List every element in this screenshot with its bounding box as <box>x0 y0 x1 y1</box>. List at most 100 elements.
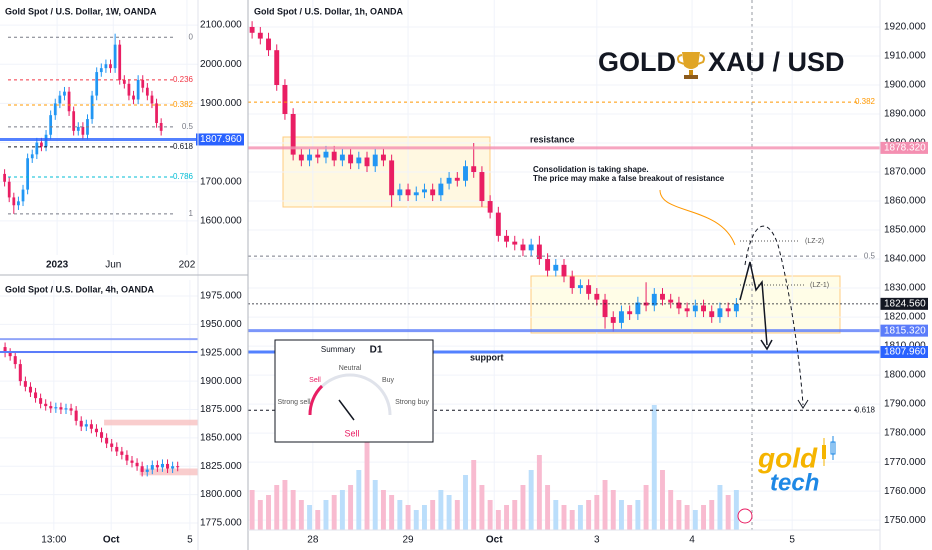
volume-bar <box>569 510 575 530</box>
x-tick-label: Jun <box>105 260 121 271</box>
candle-body <box>627 311 633 315</box>
volume-bar <box>577 505 583 530</box>
x-tick-label: 5 <box>187 535 193 546</box>
candle-body <box>684 308 690 312</box>
candle-body <box>471 166 477 173</box>
candle-body <box>249 26 255 33</box>
trophy-icon <box>677 52 705 79</box>
volume-bar <box>397 500 403 530</box>
candle-body <box>446 177 452 184</box>
fib-label: 0.618 <box>855 405 876 414</box>
candle-body <box>405 189 411 196</box>
candle-body <box>331 151 337 161</box>
candle-body <box>136 79 140 100</box>
fib-label: 0.5 <box>182 122 194 131</box>
drawings-front: resistance support Consolidation is taki… <box>0 0 881 550</box>
candle-body <box>105 437 109 444</box>
headline: XAU / USD <box>708 47 845 77</box>
summary-title: Summary <box>321 345 355 354</box>
candle-body <box>668 299 674 303</box>
candle-body <box>74 410 78 421</box>
volume-bar <box>684 505 690 530</box>
gauge-result: Sell <box>344 428 359 438</box>
candle-body <box>651 293 657 306</box>
projection-path <box>744 225 804 406</box>
logo: gold tech <box>757 436 836 496</box>
fib-label: 0.5 <box>864 251 876 260</box>
panel-title: Gold Spot / U.S. Dollar, 1h, OANDA <box>254 6 404 16</box>
candle-body <box>94 428 98 433</box>
candle-body <box>21 189 25 202</box>
candle-body <box>155 103 158 123</box>
candle-body <box>150 465 154 470</box>
candle-body <box>120 451 124 455</box>
candle-body <box>90 95 94 120</box>
y-tick-label: 1840.000 <box>884 254 926 265</box>
price-tag-label: 1824.560 <box>884 298 926 309</box>
candle-body <box>372 154 378 167</box>
candle-body <box>100 432 104 438</box>
candle-body <box>569 276 575 289</box>
volume-bar <box>618 500 624 530</box>
candle-body <box>618 311 624 323</box>
candle-body <box>725 308 731 312</box>
candle-body <box>348 154 354 164</box>
candle-body <box>463 166 468 181</box>
gauge-label: Strong buy <box>395 399 429 406</box>
volume-bar <box>307 505 313 530</box>
y-tick-label: 1900.000 <box>884 80 926 91</box>
summary-widget: Summary D1 Neutral Sell Buy Strong sell … <box>274 339 434 443</box>
candle-body <box>438 183 444 196</box>
candle-body <box>315 154 321 158</box>
zone <box>139 468 198 476</box>
panel-title: Gold Spot / U.S. Dollar, 4h, OANDA <box>5 284 155 294</box>
y-tick-label: 1910.000 <box>884 51 926 62</box>
fib-label: 1 <box>189 209 194 218</box>
volume-bar <box>290 490 296 530</box>
y-tick-label: 1870.000 <box>884 167 926 178</box>
y-tick-label: 1750.000 <box>884 515 926 526</box>
candle-body <box>39 398 43 404</box>
price-tag <box>880 297 928 310</box>
candle-body <box>290 114 296 155</box>
candle-body <box>166 463 170 469</box>
y-tick-label: 2100.000 <box>200 20 242 31</box>
volume-bar <box>586 500 592 530</box>
candle-body <box>709 311 715 318</box>
candle-body <box>430 189 436 196</box>
candle-body <box>49 115 53 135</box>
candle-body <box>130 460 134 463</box>
candle-body <box>602 299 608 318</box>
y-tick-label: 1920.000 <box>884 22 926 33</box>
arrow-head <box>760 339 773 351</box>
volume-bar <box>561 505 567 530</box>
candle-body <box>397 189 403 196</box>
candle-body <box>413 192 419 196</box>
candle-body <box>54 407 58 409</box>
candle-body <box>34 392 38 399</box>
y-tick-label: 1950.000 <box>200 319 242 330</box>
y-tick-label: 1850.000 <box>884 225 926 236</box>
resistance-label: resistance <box>530 134 575 144</box>
candle-body <box>26 158 30 190</box>
gauge-label: Buy <box>382 377 395 384</box>
volume-bar <box>389 495 395 530</box>
y-tick-label: 1760.000 <box>884 486 926 497</box>
x-tick-label: 5 <box>789 535 795 546</box>
price-tag <box>880 324 928 337</box>
volume-bar <box>413 510 419 530</box>
candle-body <box>104 64 108 69</box>
volume-bar <box>495 510 501 530</box>
projection-arrow <box>739 261 768 346</box>
y-tick-label: 1800.000 <box>884 370 926 381</box>
gauge-arc <box>308 384 324 416</box>
volume-bar <box>692 510 698 530</box>
volume-bar <box>725 495 731 530</box>
candle-body <box>577 285 583 289</box>
y-tick-label: 1975.000 <box>200 291 242 302</box>
candle-body <box>3 173 6 182</box>
volume-bar <box>487 500 493 530</box>
candle-body <box>380 154 386 161</box>
volume-bar <box>651 405 657 530</box>
candle-body <box>127 83 131 96</box>
